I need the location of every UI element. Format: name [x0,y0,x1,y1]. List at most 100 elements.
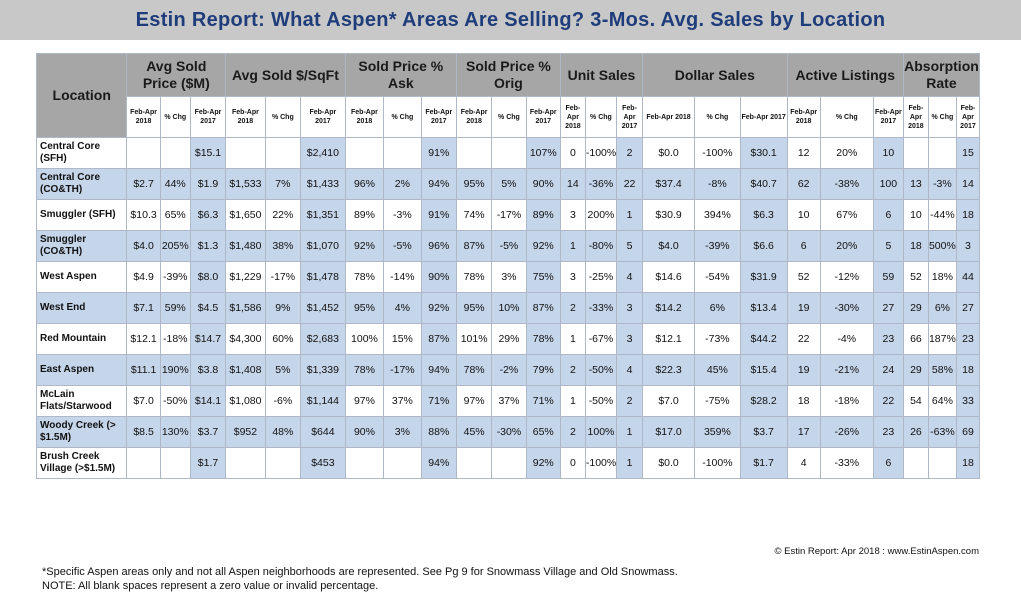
value-cell: -100% [694,137,741,169]
value-cell: $14.6 [642,261,696,293]
value-cell: 37% [491,385,527,417]
group-header: Sold Price % Orig [455,53,561,97]
value-cell: $1,408 [225,354,266,386]
value-cell: -73% [694,323,741,355]
value-cell: 2 [559,416,586,448]
value-cell: 9% [264,292,302,324]
value-cell: -3% [383,199,422,231]
value-cell [126,447,161,479]
value-cell [491,137,527,169]
value-cell: $1,478 [300,261,346,293]
value-cell: $2,683 [300,323,346,355]
value-cell: 1 [616,447,644,479]
value-cell: 95% [344,292,385,324]
value-cell: 38% [264,230,302,262]
value-cell: 71% [420,385,457,417]
value-cell: 66 [902,323,929,355]
value-cell: 89% [344,199,385,231]
value-cell: $44.2 [739,323,788,355]
value-cell: -2% [491,354,527,386]
value-cell: 29 [902,292,929,324]
value-cell: 78% [455,354,493,386]
value-cell: 69 [955,416,981,448]
value-cell: $7.1 [126,292,161,324]
value-cell: $1,452 [300,292,346,324]
value-cell: $15.1 [189,137,227,169]
value-cell: 15 [955,137,981,169]
value-cell [344,137,385,169]
value-cell [383,137,422,169]
value-cell: 1 [559,323,586,355]
blank-note: NOTE: All blank spaces represent a zero … [42,580,379,592]
table-row: Central Core (CO&TH) $2.7 44% $1.9 $1,533 7% $… [35,168,981,200]
value-cell: $2.7 [126,168,161,200]
value-cell: 100 [872,168,904,200]
value-cell: 92% [420,292,457,324]
value-cell: 24 [872,354,904,386]
value-cell: $1,586 [225,292,266,324]
table-row: Smuggler (SFH) $10.3 65% $6.3 $1,650 22% $1,35… [35,199,981,231]
value-cell: $0.0 [642,137,696,169]
value-cell: -44% [927,199,957,231]
value-cell: 74% [455,199,493,231]
value-cell: 97% [344,385,385,417]
value-cell: 6 [872,199,904,231]
value-cell: $4.0 [642,230,696,262]
value-cell: $12.1 [126,323,161,355]
value-cell: 18 [955,199,981,231]
value-cell: $453 [300,447,346,479]
period-subheader: % Chg [927,96,957,138]
value-cell: 205% [159,230,191,262]
location-cell: East Aspen [35,354,128,386]
value-cell: 64% [927,385,957,417]
value-cell: 20% [819,137,874,169]
value-cell: 62 [786,168,821,200]
value-cell: 6 [786,230,821,262]
value-cell: 92% [525,230,561,262]
value-cell: -100% [584,447,618,479]
period-subheader: Feb-Apr 2018 [642,96,696,138]
value-cell: 89% [525,199,561,231]
value-cell: 44 [955,261,981,293]
value-cell: $1.3 [189,230,227,262]
value-cell [455,447,493,479]
value-cell: 0 [559,137,586,169]
value-cell: 15% [383,323,422,355]
value-cell: 10 [786,199,821,231]
value-cell: -80% [584,230,618,262]
value-cell: 190% [159,354,191,386]
value-cell: $7.0 [642,385,696,417]
value-cell: $30.1 [739,137,788,169]
value-cell: -18% [159,323,191,355]
value-cell: 75% [525,261,561,293]
value-cell: 94% [420,447,457,479]
value-cell: $6.3 [739,199,788,231]
footnote: *Specific Aspen areas only and not all A… [42,566,678,578]
value-cell: 88% [420,416,457,448]
value-cell: 95% [455,168,493,200]
value-cell: -17% [383,354,422,386]
value-cell: 26 [902,416,929,448]
period-subheader: Feb-Apr 2018 [455,96,493,138]
value-cell: 2% [383,168,422,200]
value-cell: $644 [300,416,346,448]
value-cell: -50% [159,385,191,417]
value-cell: 59% [159,292,191,324]
value-cell: -14% [383,261,422,293]
value-cell: -75% [694,385,741,417]
value-cell: 65% [159,199,191,231]
value-cell [159,137,191,169]
value-cell: 3 [616,323,644,355]
value-cell: -33% [819,447,874,479]
value-cell: $13.4 [739,292,788,324]
value-cell: 19 [786,354,821,386]
period-subheader: % Chg [383,96,422,138]
table-row: McLain Flats/Starwood $7.0 -50% $14.1 $1,080… [35,385,981,417]
value-cell: 101% [455,323,493,355]
value-cell: $37.4 [642,168,696,200]
value-cell: 27 [955,292,981,324]
table-row: Smuggler (CO&TH) $4.0 205% $1.3 $1,480 38% $1,… [35,230,981,262]
location-cell: Red Mountain [35,323,128,355]
value-cell: 2 [559,354,586,386]
value-cell: $1,229 [225,261,266,293]
